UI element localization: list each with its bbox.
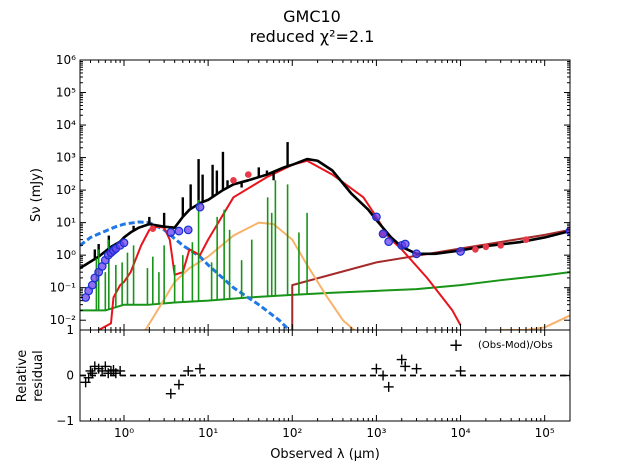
residual-points-group [80,354,570,399]
observed-flux-point [378,229,388,239]
sed-plot-area: 10⁻² 10⁻¹ 10⁰ 10¹ 10² 10³ 10⁴ 10⁵ 10⁶ [50,53,571,331]
series-synchrotron-tail [500,314,570,330]
observed-flux-point [456,247,465,256]
x-tick-label: 10⁴ [450,426,470,440]
sed-y-tick-label: 10³ [56,151,76,165]
model-flux-point [522,236,530,243]
observed-flux-point [87,280,97,290]
model-flux-point [497,242,504,249]
x-axis: 10⁰ 10¹ 10² 10³ 10⁴ 10⁵ [79,60,571,440]
residual-y-axis: −1 0 1 [56,323,570,428]
model-flux-point [482,243,490,251]
residual-y-tick-label: 1 [66,323,74,337]
x-tick-label: 10⁰ [114,426,134,440]
sed-y-tick-label: 10⁻² [50,313,77,327]
x-tick-label: 10² [282,426,302,440]
sed-points-group [81,171,570,302]
residual-plot-area: −1 0 1 10⁰ 10¹ 10² 10³ 10⁴ 10⁵ + (Obs-Mod)/Obs [56,60,571,440]
sed-plot-content [80,142,570,330]
model-flux-point [149,225,157,233]
observed-flux-point [183,225,193,235]
observed-flux-point [412,249,421,259]
sed-series-group [80,142,570,330]
sed-y-tick-label: 10⁵ [56,86,76,100]
sed-y-tick-label: 10⁴ [56,118,76,132]
residual-y-tick-label: 0 [66,369,74,383]
residual-plot-content [80,354,570,399]
residual-y-tick-label: −1 [56,414,74,428]
series-radio [291,228,570,330]
x-tick-label: 10⁵ [535,426,555,440]
observed-flux-point [166,228,176,237]
residual-y-axis-label-line1: Relative [15,350,30,402]
observed-flux-point [372,212,381,222]
residual-legend: + (Obs-Mod)/Obs [448,335,552,356]
x-tick-label: 10¹ [198,426,218,440]
residual-y-axis-label-line2: residual [31,350,46,402]
sed-y-tick-label: 10⁶ [56,53,76,67]
sed-y-axis: 10⁻² 10⁻¹ 10⁰ 10¹ 10² 10³ 10⁴ 10⁵ 10⁶ [50,53,570,327]
legend-label: (Obs-Mod)/Obs [478,340,553,351]
sed-y-tick-label: 10⁰ [56,248,76,262]
x-axis-label: Observed λ (μm) [270,447,380,462]
series-total-model [80,157,570,270]
observed-flux-point [384,237,394,247]
observed-flux-point [565,226,570,236]
sed-emission-lines [95,180,308,311]
model-flux-point [244,171,252,178]
observed-flux-point [400,239,410,249]
sed-y-tick-label: 10⁻¹ [50,281,77,295]
sed-y-tick-label: 10² [56,183,76,197]
legend-marker: + [448,335,463,356]
chart-title-line2: reduced χ²=2.1 [250,27,375,46]
observed-flux-point [195,202,205,212]
model-flux-point [230,177,237,184]
x-tick-label: 10³ [366,426,386,440]
sed-y-tick-label: 10¹ [56,216,76,230]
observed-flux-point [174,226,184,236]
observed-flux-point [119,238,129,248]
model-flux-point [472,246,479,253]
chart-title-line1: GMC10 [283,7,341,26]
sed-y-axis-label: Sν (mJy) [29,168,44,222]
